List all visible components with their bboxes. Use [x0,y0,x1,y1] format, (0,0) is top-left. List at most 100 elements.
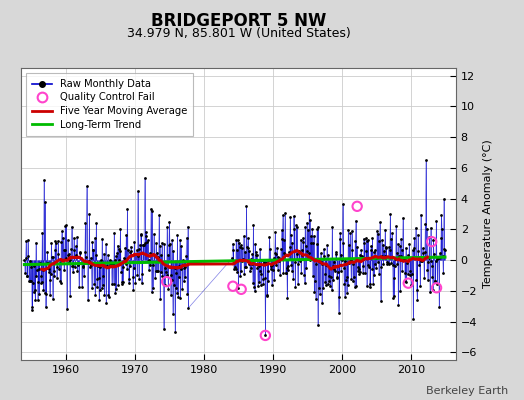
Point [319,246,328,252]
Point [393,261,401,268]
Point [398,247,407,254]
Point [174,294,182,300]
Point [288,268,296,274]
Point [282,270,290,276]
Point [24,237,32,243]
Point [83,260,91,266]
Point [274,266,282,273]
Point [288,240,297,246]
Point [112,286,121,292]
Point [435,303,443,310]
Point [56,278,64,284]
Point [111,257,119,264]
Point [335,236,344,242]
Point [436,254,444,260]
Point [141,229,150,235]
Point [370,260,379,267]
Point [339,201,347,208]
Point [340,281,348,288]
Point [229,247,237,253]
Point [90,281,98,287]
Point [66,293,74,299]
Point [70,235,78,241]
Point [385,244,393,250]
Point [272,251,280,258]
Point [342,276,350,283]
Point [21,255,30,261]
Point [228,283,237,290]
Point [144,236,152,243]
Point [71,264,79,270]
Point [249,222,258,228]
Point [38,230,47,236]
Point [107,281,116,287]
Point [140,175,149,181]
Point [292,222,300,228]
Point [123,206,132,212]
Point [294,249,303,255]
Point [424,259,432,265]
Point [240,271,248,277]
Point [357,247,365,253]
Point [86,264,94,270]
Point [68,223,76,230]
Point [364,237,373,244]
Point [309,240,318,246]
Point [177,242,185,249]
Point [145,256,154,263]
Point [363,238,372,244]
Point [388,262,397,269]
Point [362,248,370,254]
Point [58,228,66,234]
Point [152,240,160,246]
Point [104,292,113,299]
Point [163,252,172,258]
Point [157,252,165,258]
Point [281,269,290,276]
Point [148,284,157,291]
Point [287,262,296,268]
Point [299,235,308,242]
Point [64,251,72,258]
Point [334,269,342,275]
Point [406,272,414,278]
Point [439,253,447,260]
Point [166,292,174,298]
Point [276,272,284,279]
Point [241,248,249,255]
Point [428,238,436,245]
Point [152,268,161,275]
Point [336,230,344,237]
Point [94,263,102,269]
Point [100,251,108,257]
Point [242,264,250,271]
Point [383,261,391,267]
Point [321,279,329,285]
Point [399,256,408,263]
Point [85,211,94,217]
Point [307,233,315,239]
Point [332,251,340,258]
Point [333,275,342,281]
Point [317,259,325,265]
Point [370,272,378,278]
Point [45,269,53,275]
Point [173,290,181,296]
Point [306,257,314,263]
Point [427,258,435,264]
Point [128,274,137,280]
Point [270,277,278,283]
Point [46,276,54,283]
Point [354,264,362,270]
Point [386,246,394,253]
Point [275,257,283,264]
Point [119,264,127,270]
Point [235,240,243,246]
Point [404,280,412,286]
Point [431,278,439,284]
Point [323,242,331,248]
Point [352,217,360,224]
Point [292,251,301,258]
Point [66,257,74,264]
Point [271,262,280,268]
